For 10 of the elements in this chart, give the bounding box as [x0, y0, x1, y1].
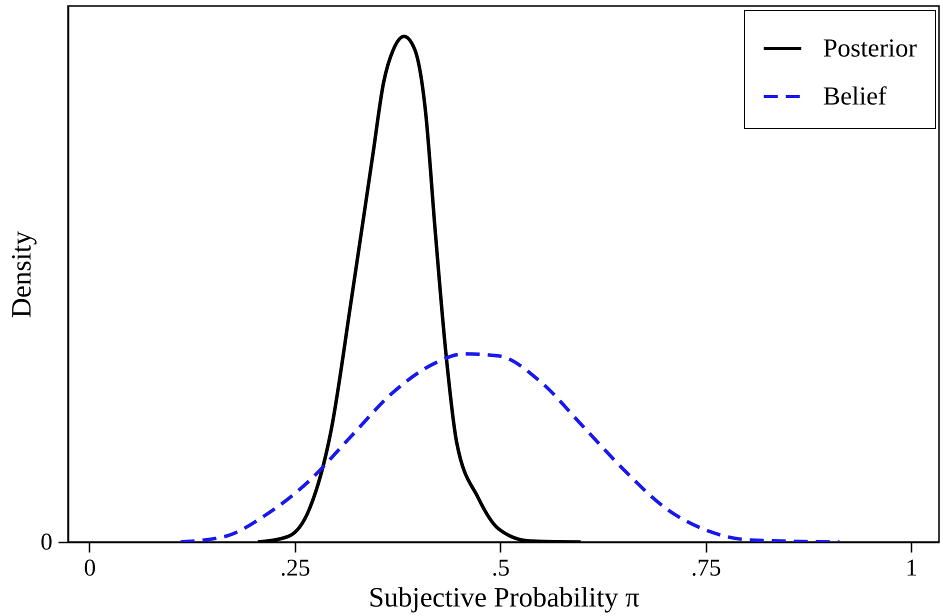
x-tick-label: .75 — [691, 556, 722, 582]
x-tick-label: .5 — [492, 556, 510, 582]
x-axis-title: Subjective Probability π — [368, 582, 640, 614]
y-axis-title: Density — [6, 230, 38, 318]
x-tick-label: 1 — [906, 556, 918, 582]
legend-label: Posterior — [823, 34, 918, 62]
legend-label: Belief — [823, 82, 887, 110]
x-tick-label: .25 — [280, 556, 310, 582]
x-tick-label: 0 — [84, 556, 96, 582]
text: 0 — [40, 530, 52, 556]
